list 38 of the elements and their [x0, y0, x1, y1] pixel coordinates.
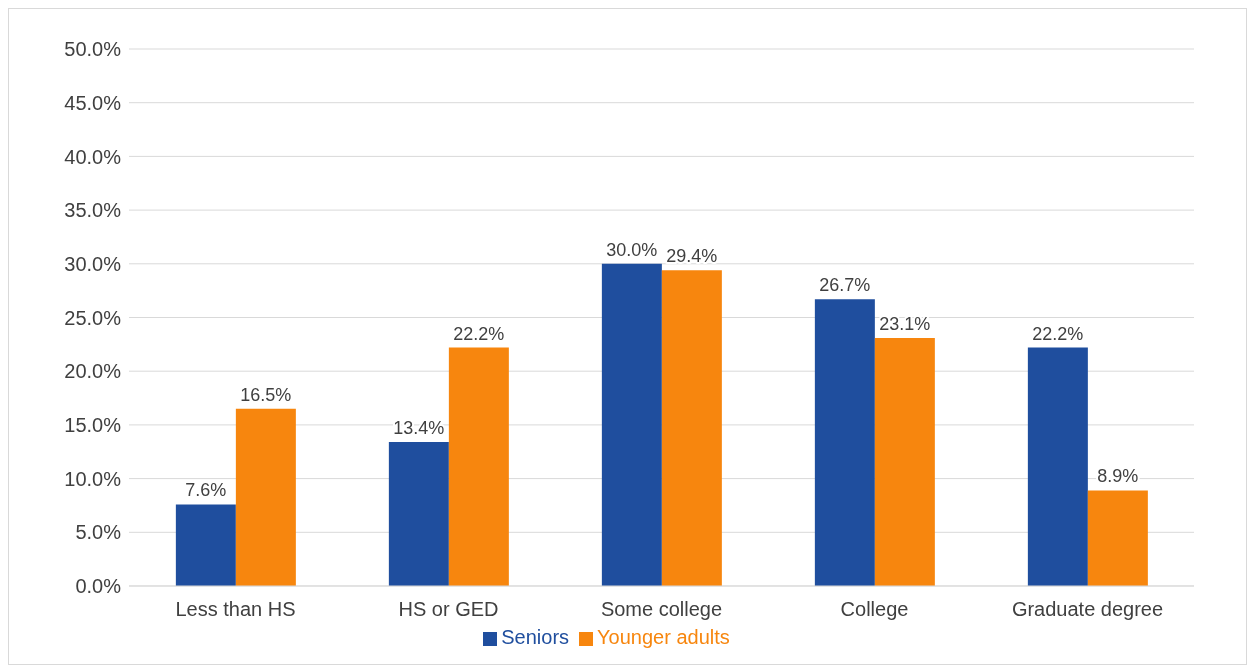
bar [1087, 490, 1148, 586]
x-tick-label: Some college [600, 598, 723, 621]
y-tick-label: 45.0% [64, 91, 122, 114]
data-label: 29.4% [666, 246, 718, 267]
y-tick-label: 35.0% [64, 199, 122, 222]
bar [448, 347, 509, 586]
y-tick-label: 10.0% [64, 467, 122, 490]
y-tick-label: 0.0% [75, 575, 122, 598]
x-tick-label: College [840, 598, 909, 621]
bar [175, 504, 236, 586]
data-label: 22.2% [453, 323, 505, 344]
legend-label: Seniors [501, 626, 570, 648]
y-tick-label: 30.0% [64, 252, 122, 275]
bar [661, 270, 722, 586]
y-tick-label: 50.0% [64, 38, 122, 61]
bar [601, 263, 662, 586]
bar [1027, 347, 1088, 586]
bar [388, 442, 449, 586]
bar [874, 337, 935, 586]
data-label: 16.5% [240, 384, 292, 405]
data-label: 22.2% [1032, 323, 1084, 344]
data-label: 23.1% [879, 313, 931, 334]
x-tick-label: HS or GED [398, 598, 499, 621]
y-tick-label: 20.0% [64, 360, 122, 383]
data-label: 13.4% [393, 418, 445, 439]
y-tick-label: 25.0% [64, 306, 122, 329]
data-label: 26.7% [819, 275, 871, 296]
data-label: 7.6% [185, 480, 227, 501]
data-label: 8.9% [1097, 466, 1139, 487]
x-tick-label: Less than HS [175, 598, 296, 621]
y-tick-label: 40.0% [64, 145, 122, 168]
y-tick-label: 5.0% [75, 521, 122, 544]
legend-label: Younger adults [597, 626, 730, 648]
bar [235, 408, 296, 586]
bar [814, 299, 875, 586]
y-tick-label: 15.0% [64, 414, 122, 436]
x-tick-label: Graduate degree [1011, 598, 1164, 621]
data-label: 30.0% [606, 239, 658, 260]
